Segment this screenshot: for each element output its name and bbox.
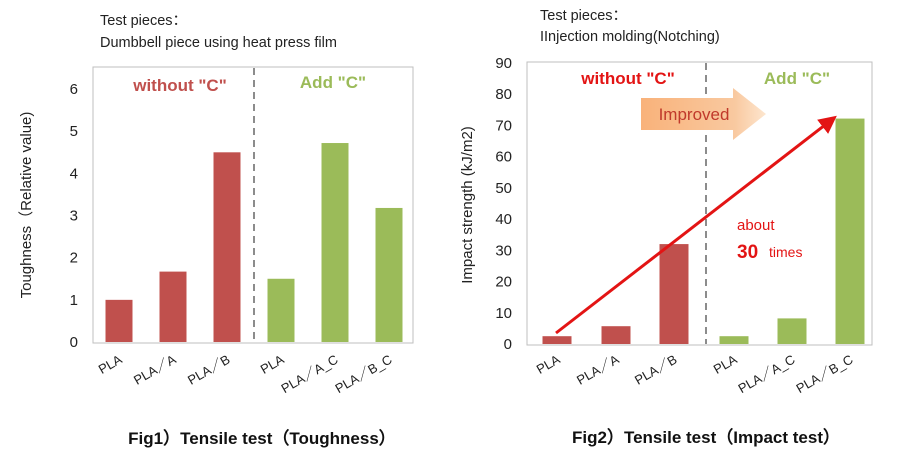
chart-2: Test pieces： IInjection molding(Notching… <box>459 8 873 447</box>
chart-1-caption: Fig1）Tensile test（Toughness） <box>128 428 396 448</box>
chart-2-y-tick-label: 0 <box>504 336 512 353</box>
chart-2-caption: Fig2）Tensile test（Impact test） <box>572 427 840 447</box>
chart-1-bar <box>375 207 403 342</box>
chart-2-x-tick-label: PLA／B_C <box>794 352 856 396</box>
chart-2-y-tick-label: 80 <box>495 86 512 103</box>
chart-2-bar <box>835 118 865 344</box>
chart-1-note-line-2: Dumbbell piece using heat press film <box>100 35 337 51</box>
chart-1-bar <box>105 299 133 342</box>
chart-2-x-tick-label: PLA／B <box>632 352 680 388</box>
chart-1: Test pieces： Dumbbell piece using heat p… <box>18 13 414 448</box>
chart-2-x-tick-label: PLA <box>534 351 563 376</box>
chart-1-y-tick-label: 4 <box>70 165 78 182</box>
chart-2-y-tick-label: 10 <box>495 305 512 322</box>
chart-2-y-tick-label: 50 <box>495 180 512 197</box>
chart-2-y-axis-label: Impact strength (kJ/m2) <box>459 126 476 284</box>
chart-2-y-tick-label: 30 <box>495 242 512 259</box>
times-number-label: 30 <box>737 242 758 263</box>
chart-2-y-axis: 0 10 20 30 40 50 60 70 80 90 <box>495 55 512 353</box>
chart-1-bar <box>213 152 241 342</box>
chart-1-y-tick-label: 5 <box>70 123 78 140</box>
chart-2-plot-frame <box>526 61 873 346</box>
times-word-label: times <box>769 244 802 260</box>
chart-2-y-tick-label: 90 <box>495 55 512 72</box>
chart-1-x-tick-label: PLA／B <box>185 352 233 388</box>
chart-2-note-line-2: IInjection molding(Notching) <box>540 29 720 45</box>
chart-2-group-label-without-c: without "C" <box>580 69 675 88</box>
chart-1-y-tick-label: 3 <box>70 208 78 225</box>
chart-1-x-tick-label: PLA／B_C <box>333 352 395 396</box>
chart-2-bar <box>659 244 689 344</box>
improved-banner-arrow-icon <box>641 88 766 140</box>
chart-1-plot-frame <box>92 66 414 344</box>
chart-1-bar <box>321 143 349 342</box>
chart-2-bars <box>542 118 865 344</box>
chart-1-y-tick-label: 6 <box>70 81 78 98</box>
chart-1-x-tick-label: PLA／A_C <box>279 352 341 396</box>
chart-2-bar <box>777 318 807 344</box>
chart-2-y-tick-label: 70 <box>495 117 512 134</box>
chart-2-x-tick-label: PLA／A_C <box>736 352 798 396</box>
chart-2-y-tick-label: 40 <box>495 211 512 228</box>
chart-1-note-line-1: Test pieces： <box>100 13 187 29</box>
chart-1-y-axis-label: Toughness（Relative value) <box>18 112 35 299</box>
chart-1-x-tick-label: PLA／A <box>131 351 179 387</box>
chart-1-group-label-add-c: Add "C" <box>300 73 366 92</box>
chart-1-group-label-without-c: without "C" <box>132 76 227 95</box>
chart-2-group-label-add-c: Add "C" <box>764 69 830 88</box>
chart-1-bar <box>267 278 295 342</box>
chart-2-bar <box>719 336 749 344</box>
chart-2-bar <box>542 336 572 344</box>
chart-2-x-tick-label: PLA <box>711 351 740 376</box>
chart-1-y-tick-label: 0 <box>70 334 78 351</box>
chart-1-bars <box>105 143 403 342</box>
chart-2-y-tick-label: 20 <box>495 274 512 291</box>
chart-1-y-tick-label: 2 <box>70 250 78 267</box>
chart-1-y-tick-label: 1 <box>70 292 78 309</box>
improved-banner-label: Improved <box>659 105 730 124</box>
chart-2-note-line-1: Test pieces： <box>540 8 627 24</box>
trend-arrow-icon <box>555 115 837 335</box>
chart-1-y-axis: 0 1 2 3 4 5 6 <box>70 81 78 351</box>
chart-2-bar <box>601 326 631 344</box>
about-label: about <box>737 217 775 234</box>
chart-1-x-tick-label: PLA <box>258 351 287 376</box>
chart-2-x-tick-label: PLA／A <box>574 351 622 387</box>
chart-1-bar <box>159 271 187 342</box>
chart-2-y-tick-label: 60 <box>495 149 512 166</box>
chart-1-x-tick-label: PLA <box>96 351 125 376</box>
